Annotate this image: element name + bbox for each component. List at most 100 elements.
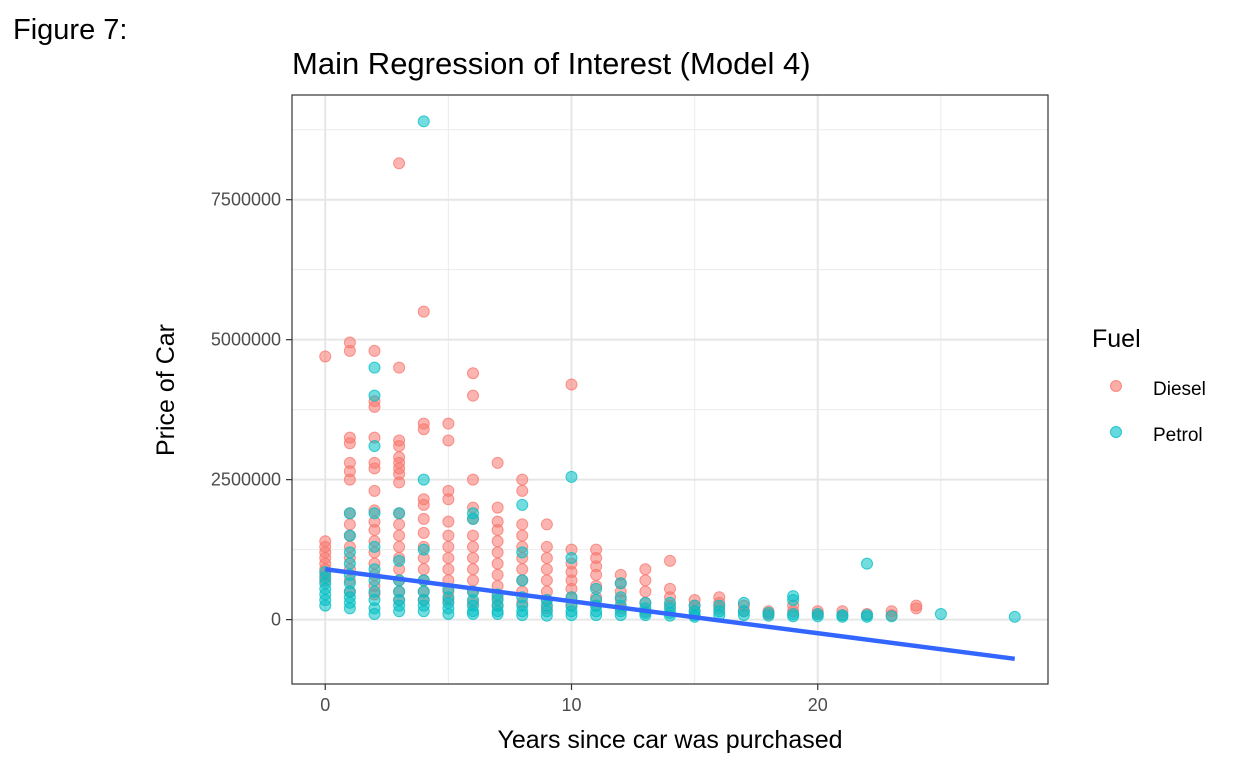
data-point-diesel [639,585,652,598]
data-point-diesel [540,574,553,587]
data-point-diesel [540,518,553,531]
data-point-diesel [442,540,455,553]
data-point-diesel [491,524,504,537]
data-point-petrol [516,546,529,559]
figure-label: Figure 7: [13,14,128,46]
data-point-diesel [417,563,430,576]
data-point-diesel [565,378,578,391]
data-point-petrol [516,574,529,587]
data-point-diesel [393,361,406,374]
data-point-diesel [540,563,553,576]
legend-marker-petrol [1110,426,1122,438]
data-point-petrol [343,529,356,542]
data-point-petrol [787,594,800,607]
data-point-diesel [442,563,455,576]
y-tick-label: 7500000 [211,190,281,210]
data-point-diesel [368,462,381,475]
data-point-diesel [664,554,676,567]
x-tick-label: 10 [561,695,581,715]
data-point-diesel [393,157,406,170]
x-tick-label: 20 [808,695,828,715]
data-point-diesel [516,518,529,531]
data-point-diesel [319,350,332,363]
data-point-petrol [516,609,529,622]
data-point-diesel [491,535,504,548]
data-point-diesel [466,552,479,565]
data-point-petrol [811,610,824,623]
data-point-petrol [565,552,578,565]
data-point-diesel [442,529,455,542]
data-point-diesel [442,552,455,565]
data-point-petrol [368,507,381,520]
data-point-diesel [417,526,430,539]
data-point-petrol [343,507,356,520]
data-point-diesel [516,484,529,497]
data-point-diesel [491,501,504,514]
data-point-diesel [466,389,479,402]
data-point-petrol [787,610,800,623]
data-point-diesel [466,529,479,542]
data-point-diesel [639,574,652,587]
data-point-diesel [417,423,430,436]
data-point-petrol [762,609,775,622]
axis-ticks: 0 10 20 0 2500000 5000000 7500000 [211,190,828,715]
data-point-diesel [417,512,430,525]
data-point-diesel [540,540,553,553]
data-point-petrol [368,540,381,553]
data-point-petrol [590,609,603,622]
regression-line-group [324,566,1016,662]
data-point-petrol [368,608,381,621]
data-point-petrol [393,554,406,567]
data-point-petrol [885,610,898,623]
data-point-diesel [368,484,381,497]
y-axis-title: Price of Car [152,324,180,456]
data-point-diesel [466,473,479,486]
data-point-diesel [442,515,455,528]
x-axis-title: Years since car was purchased [497,726,842,754]
data-point-diesel [343,473,356,486]
data-point-petrol [466,512,479,525]
data-point-petrol [614,609,627,622]
data-point-petrol [836,610,849,623]
data-point-diesel [491,456,504,469]
chart-title: Main Regression of Interest (Model 4) [292,46,811,81]
legend-label-diesel: Diesel [1153,379,1206,400]
data-point-diesel [466,540,479,553]
data-point-petrol [368,440,381,453]
data-point-petrol [319,599,332,612]
data-point-petrol [516,498,529,511]
data-point-petrol [540,609,553,622]
data-point-petrol [417,473,430,486]
data-point-diesel [393,518,406,531]
data-point-diesel [343,518,356,531]
data-point-diesel [516,563,529,576]
data-point-diesel [393,540,406,553]
data-point-petrol [417,605,430,618]
data-point-diesel [491,546,504,559]
data-point-petrol [861,557,874,570]
data-point-petrol [393,507,406,520]
legend-marker-diesel [1110,380,1122,392]
data-point-diesel [343,344,356,357]
plot-border [291,94,1049,685]
data-point-petrol [393,605,406,618]
data-point-diesel [540,552,553,565]
data-point-diesel [393,529,406,542]
data-point-petrol [343,557,356,570]
data-point-diesel [491,557,504,570]
y-tick-label: 0 [271,610,281,630]
legend-label-petrol: Petrol [1153,425,1203,446]
legend: Fuel Diesel Petrol [1092,325,1206,446]
data-point-petrol [1008,610,1021,623]
data-point-petrol [466,608,479,621]
data-point-petrol [861,610,874,623]
data-point-petrol [343,602,356,615]
data-point-diesel [639,563,652,576]
y-tick-label: 2500000 [211,470,281,490]
data-point-petrol [343,546,356,559]
legend-title: Fuel [1092,325,1141,353]
data-point-diesel [368,344,381,357]
regression-line [324,566,1016,662]
data-point-diesel [910,602,923,615]
